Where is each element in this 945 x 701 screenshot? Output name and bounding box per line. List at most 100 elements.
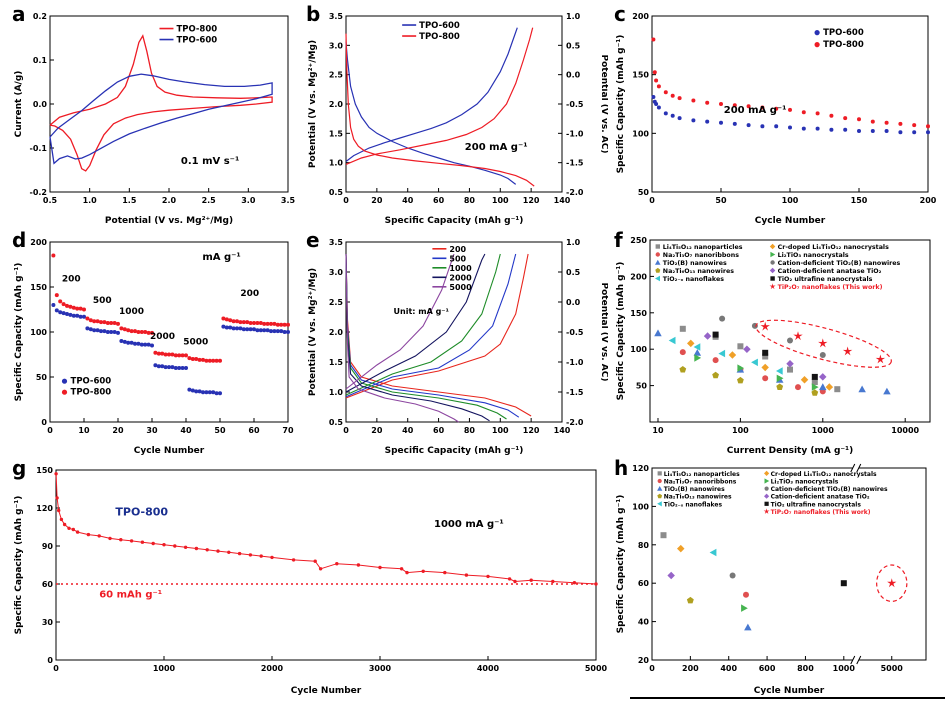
svg-text:0: 0 [47,656,53,665]
svg-text:TPO-800: TPO-800 [823,40,864,50]
svg-text:150: 150 [632,71,649,80]
panel-a: a 0.5 1.0 1.5 2.0 2.5 3.0 3.5 -0.2 -0.1 0.0 0.1 0.2… [10,2,298,228]
panel-h-label: h [614,456,629,480]
svg-text:-1.5: -1.5 [566,159,584,168]
svg-text:Potential (V vs. AC): Potential (V vs. AC) [599,55,608,154]
svg-text:1000: 1000 [449,264,472,273]
svg-text:Potential (V vs. Mg²⁺/Mg): Potential (V vs. Mg²⁺/Mg) [308,40,318,168]
svg-text:TPO-600: TPO-600 [823,28,864,38]
svg-text:Cation-deficient TiO₂(B) nanow: Cation-deficient TiO₂(B) nanowires [778,260,901,267]
panel-h: h 0 200 400 600 800 1000 5000 20 40 60 80 100 120 Cyc… [612,456,940,698]
svg-text:Cation-deficient anatase TiO₂: Cation-deficient anatase TiO₂ [771,494,870,501]
svg-text:-1.5: -1.5 [566,388,584,397]
svg-text:10: 10 [652,426,664,435]
svg-text:100: 100 [732,426,749,435]
panel-f-label: f [614,228,623,252]
svg-text:100: 100 [492,196,509,205]
svg-text:140: 140 [554,196,571,205]
svg-text:0.5: 0.5 [566,41,581,50]
svg-text:120: 120 [632,464,649,473]
svg-text:100: 100 [492,426,509,435]
svg-text:200: 200 [62,275,81,285]
svg-text:1.0: 1.0 [329,159,344,168]
svg-text:60: 60 [638,579,650,588]
svg-text:2000: 2000 [449,273,472,282]
svg-text:Specific Capacity (mAh g⁻¹): Specific Capacity (mAh g⁻¹) [616,495,626,634]
svg-text:2000: 2000 [261,664,284,673]
svg-text:40: 40 [402,426,414,435]
svg-text:0: 0 [343,426,349,435]
svg-text:Specific Capacity (mAh g⁻¹): Specific Capacity (mAh g⁻¹) [385,216,524,226]
svg-text:2.5: 2.5 [329,71,344,80]
svg-text:1.0: 1.0 [329,388,344,397]
svg-text:4000: 4000 [477,664,500,673]
panel-a-label: a [12,2,26,26]
panel-e: e 0 20 40 60 80 100 120 140 0.5 1.0 1.5 2.0 2.5 3.0 3.… [304,228,608,458]
svg-text:1000: 1000 [833,664,856,673]
svg-text:Unit: mA g⁻¹: Unit: mA g⁻¹ [394,307,450,316]
svg-text:40: 40 [638,618,650,627]
svg-text:TPO-800: TPO-800 [71,388,112,398]
svg-text:2.5: 2.5 [202,196,217,205]
svg-text:2000: 2000 [150,332,175,342]
panel-c-label: c [614,2,626,26]
svg-text:60 mAh g⁻¹: 60 mAh g⁻¹ [99,589,162,600]
svg-text:0: 0 [41,418,47,427]
svg-text:-0.5: -0.5 [566,100,584,109]
svg-text:TiO₂₋ₓ nanoflakes: TiO₂₋ₓ nanoflakes [664,501,723,508]
svg-text:2.0: 2.0 [329,100,344,109]
svg-text:TPO-600: TPO-600 [71,377,112,387]
svg-text:-0.2: -0.2 [30,188,48,197]
svg-text:1.5: 1.5 [122,196,137,205]
svg-text:0.5: 0.5 [329,188,344,197]
svg-text:200: 200 [630,272,647,281]
svg-text:50: 50 [36,373,48,382]
svg-text:30: 30 [146,426,158,435]
panel-d: d 0 10 20 30 40 50 60 70 0 50 100 150 200 Cycle Numbe… [10,228,298,458]
svg-text:3.5: 3.5 [329,238,344,247]
svg-text:1.0: 1.0 [566,12,581,21]
svg-text:0.0: 0.0 [33,100,48,109]
svg-text:0.0: 0.0 [566,298,581,307]
svg-text:TiO₂(B) nanowires: TiO₂(B) nanowires [664,486,725,493]
svg-text:150: 150 [36,466,53,475]
svg-text:-1.0: -1.0 [566,358,584,367]
svg-text:1000: 1000 [153,664,176,673]
svg-text:0.2: 0.2 [33,12,47,21]
svg-text:150: 150 [851,196,868,205]
svg-text:1000 mA g⁻¹: 1000 mA g⁻¹ [434,519,504,530]
panel-g-chart: 0 1000 2000 3000 4000 5000 0 30 60 90 120 150 Cycle … [14,466,608,696]
bottom-rule [630,697,945,699]
svg-text:1.5: 1.5 [329,129,344,138]
svg-text:80: 80 [464,426,476,435]
svg-text:Specific Capacity (mAh g⁻¹): Specific Capacity (mAh g⁻¹) [14,263,24,402]
svg-text:200 mA g⁻¹: 200 mA g⁻¹ [724,105,787,116]
svg-text:80: 80 [464,196,476,205]
svg-text:50: 50 [636,382,648,391]
panel-h-chart: 0 200 400 600 800 1000 5000 20 40 60 80 100 120 Cycle… [616,463,927,696]
svg-text:200 mA g⁻¹: 200 mA g⁻¹ [465,142,528,153]
svg-text:800: 800 [797,664,814,673]
svg-text:Li₄Ti₅O₁₂ nanoparticles: Li₄Ti₅O₁₂ nanoparticles [663,244,743,251]
svg-text:100: 100 [632,502,649,511]
panel-d-label: d [12,228,27,252]
svg-text:150: 150 [30,283,47,292]
svg-text:0: 0 [343,196,349,205]
svg-text:20: 20 [371,196,383,205]
svg-text:80: 80 [638,541,650,550]
svg-text:mA g⁻¹: mA g⁻¹ [202,252,240,263]
svg-text:TiO₂(B) nanowires: TiO₂(B) nanowires [663,260,727,267]
svg-text:2.5: 2.5 [329,298,344,307]
svg-text:Na₂Ti₆O₁₃ nanowires: Na₂Ti₆O₁₃ nanowires [664,494,732,501]
svg-text:200: 200 [920,196,937,205]
svg-text:TiO₂ ultrafine nanocrystals: TiO₂ ultrafine nanocrystals [778,276,873,283]
svg-text:Specific Capacity (mAh g⁻¹): Specific Capacity (mAh g⁻¹) [616,35,626,174]
svg-text:Na₂Ti₆O₁₃ nanowires: Na₂Ti₆O₁₃ nanowires [663,268,734,275]
svg-text:Specific Capacity (mAh g⁻¹): Specific Capacity (mAh g⁻¹) [385,446,524,456]
svg-text:5000: 5000 [183,338,208,348]
svg-text:3.0: 3.0 [241,196,256,205]
panel-g: g 0 1000 2000 3000 4000 5000 0 30 60 90 120 150 Cycl… [10,456,612,698]
svg-text:-0.5: -0.5 [566,328,584,337]
svg-text:Potential (V vs. Mg²⁺/Mg): Potential (V vs. Mg²⁺/Mg) [308,268,318,396]
